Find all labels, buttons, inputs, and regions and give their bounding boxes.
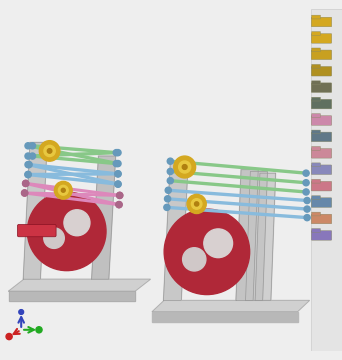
Circle shape [117, 192, 123, 198]
Circle shape [165, 187, 171, 193]
Circle shape [44, 228, 64, 248]
FancyBboxPatch shape [311, 83, 332, 93]
Circle shape [115, 181, 121, 187]
FancyBboxPatch shape [311, 33, 332, 43]
FancyBboxPatch shape [311, 165, 332, 175]
Polygon shape [9, 291, 135, 301]
Circle shape [29, 143, 36, 149]
Circle shape [25, 153, 31, 159]
Polygon shape [236, 170, 258, 300]
Circle shape [303, 189, 309, 195]
Polygon shape [23, 142, 47, 279]
FancyBboxPatch shape [311, 50, 332, 60]
Circle shape [36, 327, 42, 333]
Circle shape [165, 196, 171, 202]
Circle shape [115, 181, 121, 187]
Circle shape [6, 333, 12, 339]
FancyBboxPatch shape [312, 163, 320, 167]
Circle shape [47, 149, 52, 153]
Circle shape [54, 181, 72, 199]
Bar [311, 9, 342, 351]
Circle shape [113, 161, 119, 167]
Polygon shape [9, 279, 150, 291]
FancyBboxPatch shape [312, 130, 320, 134]
Circle shape [25, 171, 31, 177]
FancyBboxPatch shape [312, 15, 320, 19]
Circle shape [44, 145, 55, 157]
FancyBboxPatch shape [312, 114, 320, 117]
Circle shape [113, 149, 119, 156]
FancyBboxPatch shape [312, 48, 320, 52]
Circle shape [182, 165, 187, 170]
FancyBboxPatch shape [311, 149, 332, 158]
FancyBboxPatch shape [311, 116, 332, 125]
Circle shape [25, 171, 31, 177]
Circle shape [29, 153, 36, 159]
Polygon shape [152, 312, 298, 322]
FancyBboxPatch shape [311, 99, 332, 109]
FancyBboxPatch shape [311, 17, 332, 27]
Circle shape [303, 170, 309, 176]
Circle shape [174, 156, 196, 178]
Circle shape [115, 171, 121, 177]
Circle shape [26, 162, 32, 168]
Circle shape [167, 158, 173, 164]
Polygon shape [163, 163, 188, 300]
Circle shape [27, 192, 106, 271]
Circle shape [204, 229, 233, 258]
Circle shape [179, 161, 191, 173]
Circle shape [167, 168, 173, 175]
Circle shape [23, 180, 29, 186]
FancyBboxPatch shape [312, 64, 320, 68]
Circle shape [304, 206, 310, 212]
Circle shape [116, 202, 122, 208]
FancyBboxPatch shape [311, 181, 332, 191]
Circle shape [39, 141, 60, 161]
Circle shape [22, 190, 28, 196]
Circle shape [58, 185, 68, 195]
FancyBboxPatch shape [312, 179, 320, 183]
Circle shape [115, 161, 121, 167]
FancyBboxPatch shape [311, 132, 332, 142]
Polygon shape [246, 171, 267, 300]
Circle shape [61, 188, 65, 192]
Circle shape [25, 162, 31, 168]
FancyBboxPatch shape [311, 214, 332, 224]
Circle shape [303, 180, 309, 186]
FancyBboxPatch shape [17, 225, 56, 237]
Circle shape [23, 180, 29, 186]
FancyBboxPatch shape [312, 196, 320, 199]
FancyBboxPatch shape [312, 212, 320, 216]
Polygon shape [152, 300, 310, 312]
FancyBboxPatch shape [311, 198, 332, 207]
Circle shape [164, 209, 250, 294]
FancyBboxPatch shape [312, 97, 320, 101]
Circle shape [304, 215, 310, 221]
Circle shape [187, 194, 206, 213]
Circle shape [22, 190, 28, 196]
FancyBboxPatch shape [312, 147, 320, 150]
Circle shape [164, 204, 170, 211]
FancyBboxPatch shape [312, 32, 320, 35]
Circle shape [167, 177, 173, 184]
Circle shape [115, 171, 121, 177]
Circle shape [117, 192, 123, 198]
FancyBboxPatch shape [311, 231, 332, 240]
Circle shape [116, 202, 122, 208]
Circle shape [25, 143, 31, 149]
Circle shape [183, 248, 206, 271]
Circle shape [195, 202, 199, 206]
Circle shape [64, 210, 90, 236]
Circle shape [19, 310, 24, 314]
Circle shape [192, 199, 202, 209]
FancyBboxPatch shape [312, 229, 320, 232]
Polygon shape [92, 156, 116, 279]
FancyBboxPatch shape [311, 67, 332, 76]
Circle shape [115, 149, 121, 156]
Polygon shape [255, 173, 276, 300]
FancyBboxPatch shape [312, 81, 320, 85]
Circle shape [304, 197, 310, 204]
